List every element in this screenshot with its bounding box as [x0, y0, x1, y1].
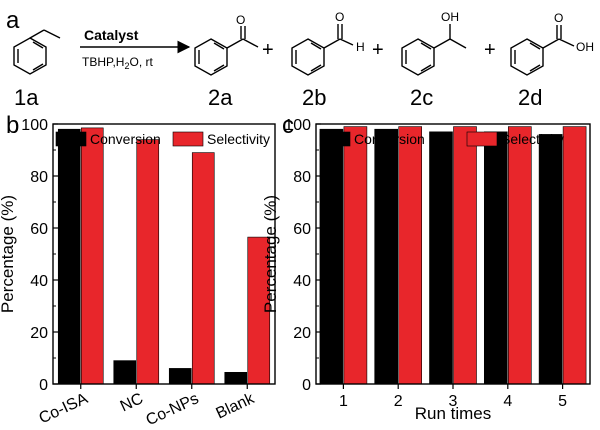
y-tick-label: 60 [293, 221, 311, 238]
bar-conversion-nc [113, 360, 137, 385]
molecule-2c [401, 24, 467, 76]
bar-conversion-2 [374, 128, 399, 385]
y-axis-label: Percentage (%) [261, 195, 280, 313]
arrow-conditions: TBHP,H2O, rt [82, 55, 153, 71]
y-tick-label: 40 [293, 273, 311, 290]
bar-conversion-5 [538, 134, 563, 385]
label-1a: 1a [14, 85, 39, 110]
legend-swatch-selectivity [172, 131, 204, 147]
chart-panel-c: 0 20 40 60 80 100 1 2 3 4 5 Percentage (%) Run times… [261, 117, 591, 423]
x-tick-label: NC [118, 390, 146, 415]
atom-h-2b: H [356, 40, 365, 54]
x-tick-label: Blank [213, 390, 257, 423]
arrow-label-catalyst: Catalyst [84, 27, 139, 43]
bar-selectivity-1 [343, 126, 368, 385]
panel-label-c: c [282, 112, 294, 139]
x-tick-label: Co-ISA [37, 390, 91, 427]
y-tick-label: 20 [293, 325, 311, 342]
x-tick-label: 4 [503, 393, 512, 410]
y-tick-label: 60 [30, 221, 48, 238]
label-2d: 2d [518, 85, 542, 110]
bar-selectivity-4 [507, 126, 532, 385]
legend-swatch-conversion [319, 131, 351, 147]
legend: Conversion Selectivity [55, 131, 270, 147]
y-tick-label: 80 [30, 169, 48, 186]
bar-selectivity-nc [136, 139, 160, 385]
plus-3: + [484, 39, 496, 61]
label-2a: 2a [208, 85, 233, 110]
atom-oh-2c: OH [441, 10, 459, 24]
plus-2: + [372, 39, 384, 61]
bar-conversion-co-nps [168, 368, 192, 385]
x-tick-label: 2 [394, 393, 403, 410]
bar-selectivity-co-nps [191, 152, 215, 385]
bar-conversion-co-isa [57, 128, 81, 385]
molecule-2b [291, 24, 354, 76]
legend-label-conversion: Conversion [90, 131, 161, 147]
panel-label-b: b [6, 112, 19, 139]
bar-conversion-3 [429, 131, 453, 385]
bar-conversion-1 [319, 128, 344, 385]
legend: Conversion Selectivity [319, 131, 564, 147]
y-tick-label: 0 [39, 377, 48, 394]
x-tick-label: Co-NPs [143, 390, 201, 429]
y-tick-label: 0 [302, 377, 311, 394]
y-tick-label: 40 [30, 273, 48, 290]
y-tick-label: 100 [21, 117, 48, 134]
x-tick-label: 1 [339, 393, 348, 410]
bar-conversion-4 [483, 131, 508, 385]
legend-swatch-conversion [55, 131, 87, 147]
y-tick-label: 80 [293, 169, 311, 186]
bar-selectivity-5 [562, 126, 587, 385]
molecule-2a [194, 26, 259, 76]
atom-o-2a: O [236, 13, 245, 27]
label-2b: 2b [302, 85, 326, 110]
legend-label-selectivity: Selectivity [501, 131, 564, 147]
atom-o-2b: O [335, 10, 344, 24]
label-2c: 2c [410, 85, 433, 110]
legend-swatch-selectivity [466, 131, 498, 147]
y-tick-label: 20 [30, 325, 48, 342]
legend-label-conversion: Conversion [354, 131, 425, 147]
bar-selectivity-3 [453, 126, 477, 385]
bar-selectivity-co-isa [80, 127, 104, 385]
bar-selectivity-2 [398, 126, 423, 385]
panel-label-a: a [6, 7, 20, 34]
x-tick-label: 3 [449, 393, 458, 410]
molecule-2d [510, 25, 575, 76]
plus-1: + [262, 39, 274, 61]
bar-conversion-blank [224, 371, 248, 385]
molecule-1a [13, 29, 61, 75]
atom-oh-2d: OH [576, 40, 594, 54]
y-tick-label: 100 [284, 117, 311, 134]
atom-o-2d: O [554, 11, 563, 25]
y-axis-label: Percentage (%) [0, 195, 17, 313]
x-tick-label: 5 [558, 393, 567, 410]
x-axis-label: Run times [415, 404, 492, 423]
legend-label-selectivity: Selectivity [207, 131, 270, 147]
